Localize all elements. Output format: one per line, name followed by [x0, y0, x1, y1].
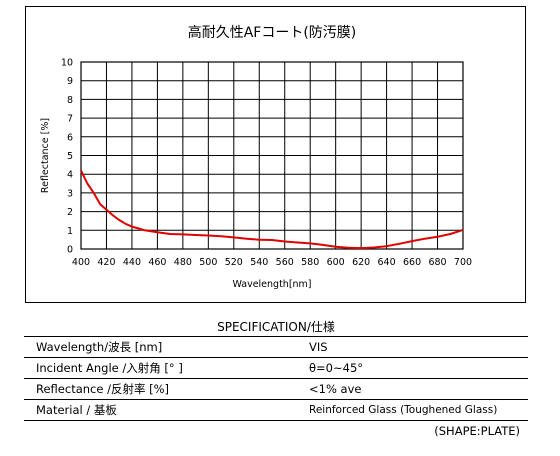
- y-tick-label: 9: [67, 76, 73, 87]
- x-tick-label: 700: [454, 257, 472, 268]
- y-tick-label: 8: [67, 95, 73, 106]
- spec-value: <1% ave: [309, 378, 528, 400]
- x-tick-label: 640: [378, 257, 396, 268]
- y-tick-label: 4: [67, 170, 73, 181]
- spec-row-incident-angle: Incident Angle /入射角 [° ] θ=0~45°: [24, 357, 528, 379]
- y-tick-label: 10: [61, 58, 73, 69]
- chart-panel: 高耐久性AFコート(防汚膜) 400 420 440 460 480 500 520 540 56…: [25, 6, 526, 303]
- spec-row-reflectance: Reflectance /反射率 [%] <1% ave: [24, 378, 528, 400]
- y-tick-label: 1: [67, 226, 73, 237]
- x-tick-label: 460: [148, 257, 166, 268]
- y-tick-label: 7: [67, 114, 73, 125]
- spec-value: VIS: [309, 336, 528, 358]
- x-tick-label: 440: [123, 257, 141, 268]
- x-tick-label: 680: [428, 257, 446, 268]
- spec-label: Reflectance /反射率 [%]: [24, 378, 309, 400]
- plot-frame: [80, 61, 464, 250]
- x-axis-label: Wavelength[nm]: [232, 279, 311, 290]
- y-tick-label: 0: [67, 245, 73, 256]
- x-tick-label: 400: [72, 257, 90, 268]
- spec-table: Wavelength/波長 [nm] VIS Incident Angle /入…: [24, 336, 528, 421]
- reflectance-chart: 高耐久性AFコート(防汚膜)400 420 440 460 480 500 520 540 56…: [40, 24, 472, 290]
- shape-note: (SHAPE:PLATE): [434, 424, 520, 438]
- y-tick-label: 6: [67, 132, 73, 143]
- chart-title: 高耐久性AFコート(防汚膜): [188, 24, 357, 41]
- x-tick-label: 520: [225, 257, 243, 268]
- y-tick-label: 3: [67, 188, 73, 199]
- spec-label: Incident Angle /入射角 [° ]: [24, 357, 309, 379]
- x-tick-label: 600: [327, 257, 345, 268]
- spec-row-material: Material / 基板 Reinforced Glass (Toughene…: [24, 399, 528, 421]
- spec-label: Wavelength/波長 [nm]: [24, 336, 309, 358]
- spec-value: θ=0~45°: [309, 357, 528, 379]
- y-tick-label: 5: [67, 151, 73, 162]
- spec-title: SPECIFICATION/仕様: [217, 320, 335, 334]
- y-tick-label: 2: [67, 207, 73, 218]
- x-tick-label: 480: [174, 257, 192, 268]
- y-axis-label: Reflectance [%]: [40, 118, 51, 193]
- x-tick-label: 420: [97, 257, 115, 268]
- x-tick-label: 580: [301, 257, 319, 268]
- spec-label: Material / 基板: [24, 399, 309, 421]
- x-tick-label: 620: [352, 257, 370, 268]
- x-tick-label: 660: [403, 257, 421, 268]
- spec-value: Reinforced Glass (Toughened Glass): [309, 399, 528, 421]
- x-tick-label: 540: [250, 257, 268, 268]
- series-line: [80, 170, 464, 250]
- x-tick-label: 560: [276, 257, 294, 268]
- spec-row-wavelength: Wavelength/波長 [nm] VIS: [24, 336, 528, 358]
- x-tick-label: 500: [199, 257, 217, 268]
